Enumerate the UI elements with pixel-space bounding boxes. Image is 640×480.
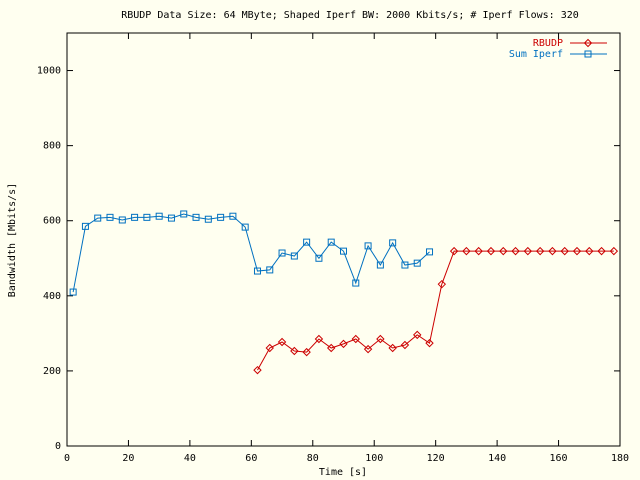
marker: [585, 246, 594, 256]
x-tick-label: 80: [307, 453, 319, 464]
y-tick-label: 400: [43, 291, 61, 302]
marker: [266, 266, 274, 274]
marker: [523, 246, 533, 256]
marker: [192, 213, 200, 221]
y-tick-label: 0: [55, 441, 61, 452]
marker: [302, 347, 311, 357]
marker: [499, 246, 508, 256]
marker: [426, 248, 434, 256]
marker: [290, 252, 298, 260]
y-axis-label: Bandwidth [Mbits/s]: [7, 183, 18, 297]
marker: [180, 210, 188, 218]
marker: [315, 254, 323, 262]
marker: [364, 242, 372, 250]
marker: [94, 214, 102, 222]
marker: [474, 246, 483, 256]
chart-title: RBUDP Data Size: 64 MByte; Shaped Iperf …: [121, 10, 579, 21]
marker: [389, 239, 397, 247]
marker: [486, 246, 496, 256]
legend-marker: [584, 50, 592, 58]
x-tick-label: 40: [184, 453, 196, 464]
marker: [352, 279, 360, 287]
marker: [363, 344, 373, 354]
marker: [265, 343, 274, 353]
marker: [548, 246, 557, 256]
marker: [339, 339, 348, 349]
marker: [69, 288, 77, 296]
marker: [511, 246, 520, 256]
x-tick-label: 120: [427, 453, 445, 464]
marker: [401, 261, 409, 269]
marker: [253, 365, 262, 375]
marker: [560, 246, 569, 256]
x-tick-label: 100: [365, 453, 383, 464]
marker: [229, 212, 237, 220]
marker: [340, 247, 347, 255]
marker: [81, 222, 89, 230]
x-tick-label: 20: [122, 453, 134, 464]
marker: [303, 238, 311, 246]
marker: [425, 338, 434, 348]
marker: [253, 267, 261, 275]
x-tick-label: 0: [64, 453, 70, 464]
marker: [388, 343, 397, 353]
marker: [290, 346, 299, 356]
marker: [351, 334, 360, 344]
x-tick-label: 160: [550, 453, 568, 464]
legend-label: RBUDP: [533, 38, 563, 49]
marker: [277, 337, 287, 347]
marker: [167, 214, 175, 222]
marker: [572, 246, 582, 256]
y-tick-label: 200: [43, 366, 61, 377]
marker: [413, 259, 421, 267]
x-axis-label: Time [s]: [319, 467, 367, 478]
marker: [597, 246, 606, 256]
marker: [314, 334, 324, 344]
marker: [106, 213, 114, 221]
y-tick-label: 1000: [37, 66, 61, 77]
marker: [437, 279, 447, 289]
marker: [376, 334, 385, 344]
plot-frame: [66, 32, 621, 447]
y-tick-label: 600: [43, 216, 61, 227]
marker: [609, 246, 619, 256]
legend-marker: [583, 38, 593, 48]
marker: [413, 330, 422, 340]
series-line: [257, 250, 614, 371]
marker: [217, 213, 225, 221]
marker: [241, 223, 249, 231]
marker: [327, 343, 336, 353]
marker: [449, 246, 459, 256]
marker: [400, 340, 410, 350]
legend-label: Sum Iperf: [509, 49, 563, 60]
marker: [204, 215, 212, 223]
marker: [376, 261, 384, 269]
marker: [118, 216, 126, 224]
marker: [278, 249, 286, 257]
marker: [535, 246, 545, 256]
x-tick-label: 60: [245, 453, 257, 464]
marker: [327, 238, 335, 246]
x-tick-label: 180: [611, 453, 629, 464]
marker: [131, 213, 139, 221]
x-tick-label: 140: [488, 453, 506, 464]
marker: [462, 246, 471, 256]
marker: [143, 213, 151, 221]
y-tick-label: 800: [43, 141, 61, 152]
marker: [155, 212, 163, 220]
